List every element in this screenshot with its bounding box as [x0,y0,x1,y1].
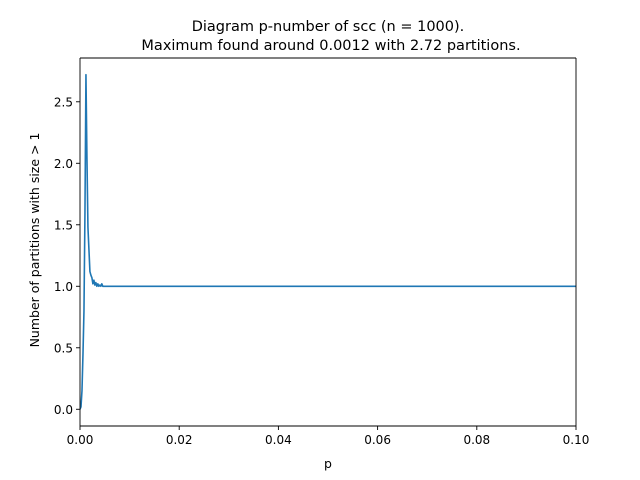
plot-area: 0.00 0.02 0.04 0.06 0.08 0.10 0.0 0.5 1.0 1.5 2.0 2… [54,57,590,447]
x-tick-label: 0.00 [67,433,94,447]
x-tick-label: 0.02 [166,433,193,447]
chart-title-line-1: Diagram p-number of scc (n = 1000). [192,19,465,35]
x-axis-label: p [324,456,332,471]
x-tick-label: 0.06 [364,433,391,447]
y-tick-label: 1.5 [54,218,73,232]
x-tick-label: 0.04 [265,433,292,447]
y-tick-label: 0.0 [54,403,73,417]
y-tick-label: 2.5 [54,95,73,109]
y-axis-label: Number of partitions with size > 1 [27,133,42,348]
x-tick-label: 0.10 [563,433,590,447]
chart-title-line-2: Maximum found around 0.0012 with 2.72 pa… [141,38,520,54]
y-tick-label: 1.0 [54,280,73,294]
x-tick-label: 0.08 [463,433,490,447]
series-line-0 [80,73,576,410]
y-tick-label: 0.5 [54,341,73,355]
y-tick-label: 2.0 [54,157,73,171]
